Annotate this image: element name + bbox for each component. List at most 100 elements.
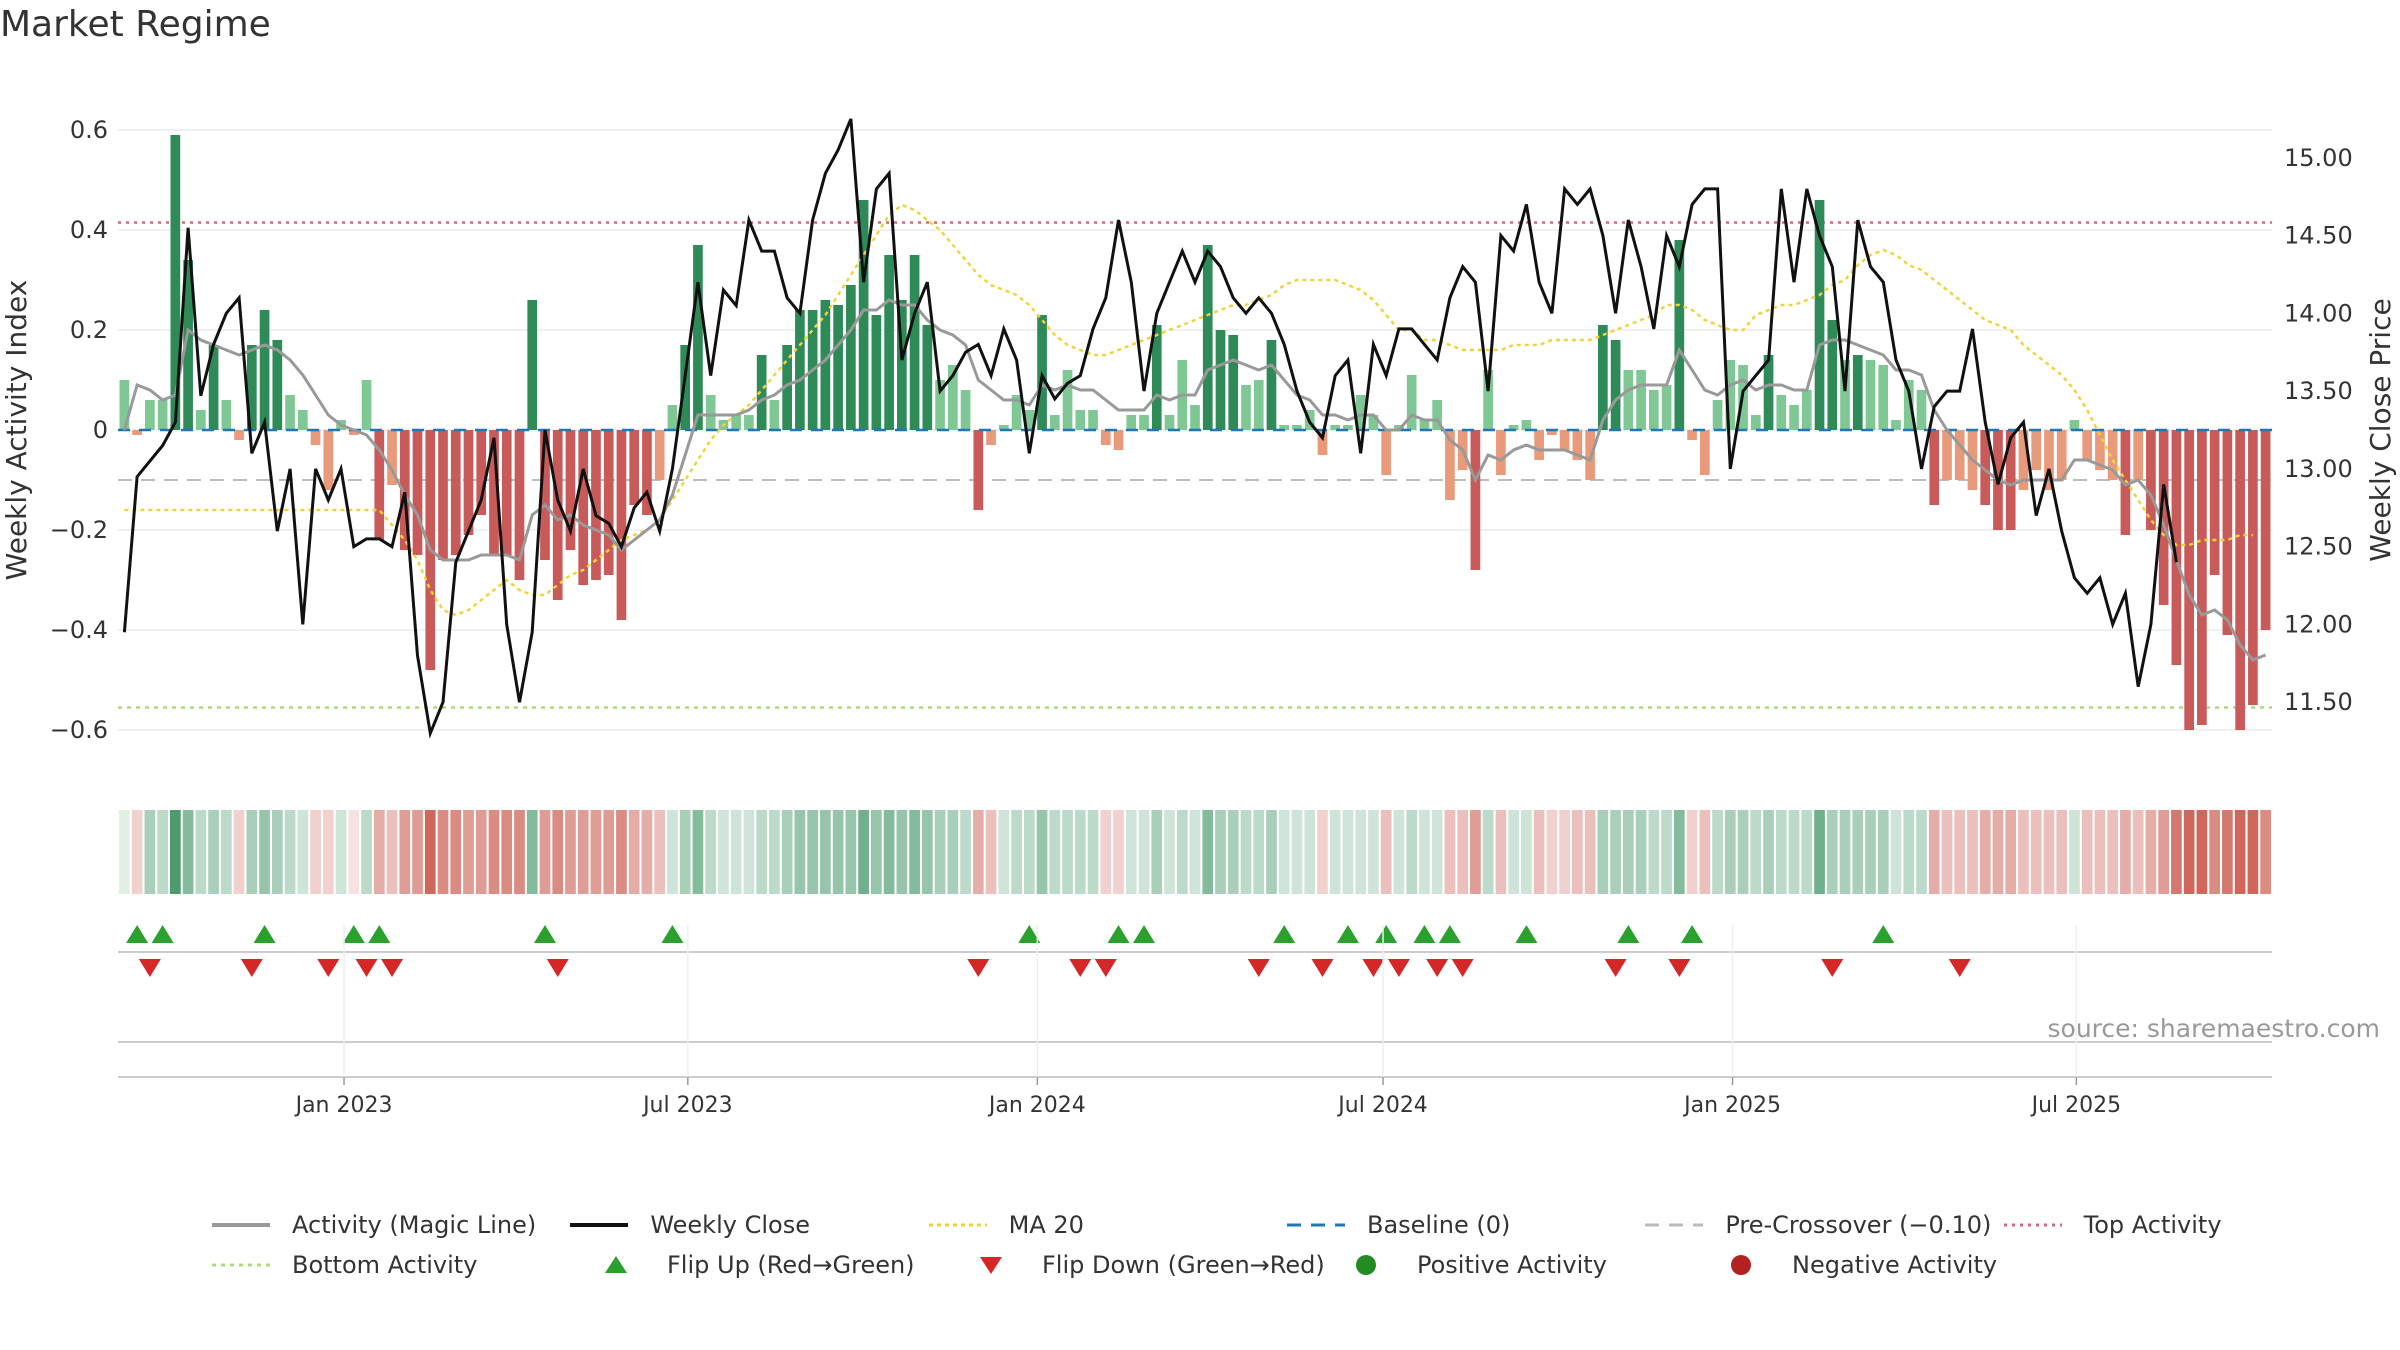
flip-down-marker — [546, 959, 569, 977]
regime-strip-cell — [871, 810, 882, 894]
regime-strip-cell — [1138, 810, 1150, 894]
regime-strip-cell — [2234, 810, 2246, 894]
activity-bar — [1445, 430, 1455, 500]
y2-axis-label: Weekly Close Price — [2364, 298, 2397, 561]
x-tick-label: Jan 2025 — [1682, 1093, 1781, 1118]
regime-strip-cell — [1635, 810, 1647, 894]
regime-strip-cell — [1559, 810, 1570, 894]
flip-down-marker — [1948, 959, 1971, 977]
flip-up-marker — [151, 925, 174, 943]
flip-down-marker — [1094, 959, 1117, 977]
flip-down-marker — [381, 959, 404, 977]
activity-bar — [616, 430, 627, 620]
regime-strip-cell — [246, 810, 258, 894]
activity-bar — [2171, 430, 2182, 665]
activity-bar — [1330, 425, 1341, 430]
x-tick-label: Jul 2023 — [641, 1093, 733, 1118]
legend-label: Flip Down (Green→Red) — [1042, 1251, 1325, 1279]
regime-strip-cell — [781, 810, 793, 894]
activity-bar — [1126, 415, 1137, 430]
regime-strip-cell — [654, 810, 666, 894]
activity-bar — [1202, 245, 1213, 430]
activity-bar — [2222, 430, 2233, 635]
regime-strip-cell — [1393, 810, 1405, 894]
regime-strip-cell — [692, 810, 704, 894]
chart-svg: −0.6 −0.4 −0.2 0 0.2 0.4 0.6 11.50 12.00 12.50 13.… — [0, 116, 2397, 1118]
regime-strip-cell — [1622, 810, 1634, 894]
regime-strip-cell — [1508, 810, 1519, 894]
activity-bar — [1368, 415, 1379, 430]
regime-strip-cell — [1686, 810, 1698, 894]
activity-bar — [1521, 420, 1532, 430]
regime-strip-cell — [1482, 810, 1494, 894]
flip-down-marker — [1247, 959, 1270, 977]
activity-bar — [846, 285, 856, 430]
activity-bar — [1355, 395, 1366, 430]
activity-bar — [1801, 390, 1812, 430]
regime-strip-cell — [1890, 810, 1902, 894]
red-dot-icon — [1710, 1252, 1772, 1278]
activity-bar — [1687, 430, 1697, 440]
activity-bar — [285, 395, 295, 430]
regime-strip-cell — [335, 810, 347, 894]
activity-bar — [2018, 430, 2029, 490]
regime-strip-cell — [424, 810, 436, 894]
activity-bar — [2044, 430, 2054, 490]
regime-strip-cell — [2081, 810, 2093, 894]
activity-bar — [1011, 395, 1022, 430]
regime-strip-cell — [858, 810, 869, 894]
activity-bar — [1585, 430, 1595, 480]
activity-bar — [501, 430, 512, 555]
regime-strip-cell — [1470, 810, 1481, 894]
regime-strip-cell — [1215, 810, 1226, 894]
y-tick-label: −0.6 — [50, 716, 108, 744]
flip-down-marker — [967, 959, 990, 977]
regime-strip-cell — [1750, 810, 1762, 894]
solid-black-line-icon — [568, 1212, 630, 1238]
legend-item: Top Activity — [2002, 1211, 2360, 1239]
flip-down-marker — [1387, 959, 1410, 977]
activity-bar — [1215, 330, 1226, 430]
activity-bar — [2107, 430, 2118, 480]
activity-bar — [603, 430, 614, 575]
activity-bar — [361, 380, 372, 430]
regime-strip-cell — [807, 810, 818, 894]
activity-bar — [310, 430, 321, 445]
regime-strip-cell — [1967, 810, 1978, 894]
activity-bar — [1852, 355, 1863, 430]
regime-strip-cell — [1852, 810, 1864, 894]
activity-bar — [348, 430, 359, 435]
activity-bar — [2146, 430, 2156, 530]
activity-bar — [2235, 430, 2245, 730]
flip-up-marker — [1375, 925, 1398, 943]
regime-strip-cell — [526, 810, 538, 894]
regime-strip-cell — [1648, 810, 1660, 894]
activity-bar — [1343, 425, 1353, 430]
activity-bar — [578, 430, 589, 585]
regime-strip-cell — [1202, 810, 1214, 894]
regime-strip-cell — [1444, 810, 1456, 894]
regime-strip-cell — [144, 810, 156, 894]
flip-down-marker — [1451, 959, 1474, 977]
activity-bar — [2248, 430, 2258, 705]
regime-strip-cell — [960, 810, 971, 894]
regime-strip-cell — [170, 810, 181, 894]
activity-bar — [858, 200, 869, 430]
regime-strip-cell — [1036, 810, 1048, 894]
green-up-triangle-icon — [585, 1252, 647, 1278]
activity-bar — [1075, 410, 1086, 430]
activity-bar — [196, 410, 206, 430]
regime-strip-cell — [1329, 810, 1341, 894]
regime-strip-cell — [1814, 810, 1825, 894]
regime-strip-cell — [1176, 810, 1188, 894]
dotted-green-line-icon — [210, 1252, 272, 1278]
regime-strip-cell — [131, 810, 143, 894]
regime-strip-cell — [1724, 810, 1736, 894]
activity-bar — [693, 245, 703, 430]
legend-label: Negative Activity — [1792, 1251, 1998, 1279]
flip-up-marker — [1018, 925, 1041, 943]
chart-title: Market Regime — [0, 4, 271, 45]
activity-bar — [833, 305, 843, 430]
green-dot-icon — [1335, 1252, 1397, 1278]
regime-strip-cell — [985, 810, 997, 894]
